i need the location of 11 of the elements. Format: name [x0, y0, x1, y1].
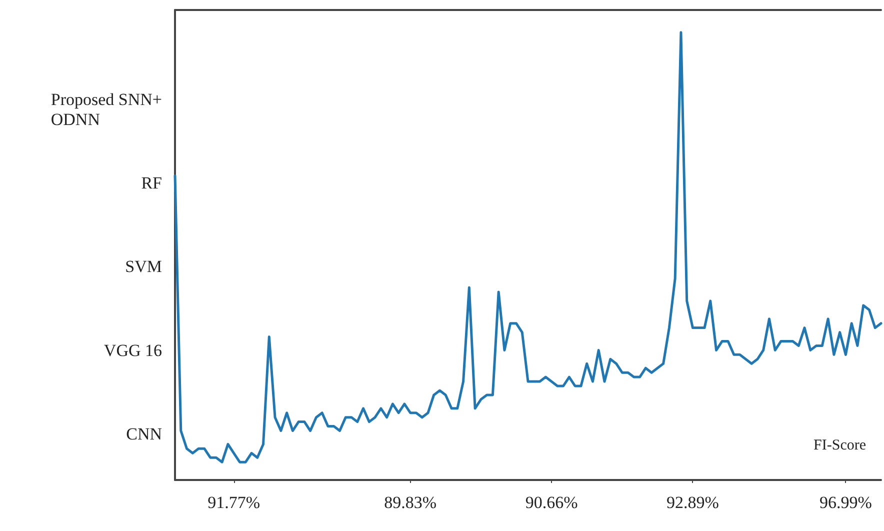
- x-tick-label: 92.89%: [666, 493, 719, 512]
- x-tick-label: 89.83%: [384, 493, 437, 512]
- text: Proposed SNN+ ODNN: [50, 90, 162, 129]
- x-tick-label: 91.77%: [208, 493, 260, 512]
- text: VGG 16: [104, 340, 162, 360]
- text: SVM: [125, 257, 162, 276]
- annotation: FI-Score: [814, 438, 866, 454]
- x-tick-label: 96.99%: [819, 493, 872, 512]
- text: RF: [141, 173, 162, 192]
- text: CNN: [126, 424, 162, 444]
- x-tick-label: 90.66%: [525, 493, 578, 512]
